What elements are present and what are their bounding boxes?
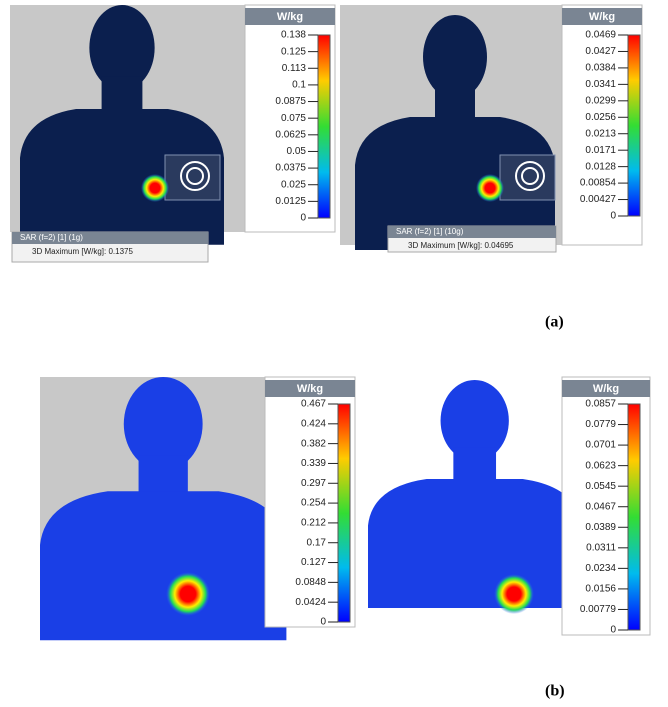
colorbar [338,404,350,622]
result-title: SAR (f=2) [1] (10g) [396,227,464,236]
tick-label: 0 [610,625,616,636]
tick-label: 0.127 [301,557,326,568]
tick-label: 0.0171 [585,145,616,156]
result-title: SAR (f=2) [1] (1g) [20,233,83,242]
tick-label: 0.075 [281,113,306,124]
tick-label: 0.0256 [585,112,616,123]
tick-label: 0.0545 [585,481,616,492]
unit-label: W/kg [297,383,323,395]
tick-label: 0.0779 [585,419,616,430]
tick-label: 0.0299 [585,95,616,106]
result-text: 3D Maximum [W/kg]: 0.04695 [408,241,514,250]
tick-label: 0.297 [301,478,326,489]
tick-label: 0.212 [301,518,326,529]
tick-label: 0.113 [282,63,307,74]
tick-label: 0.0427 [585,46,616,57]
tick-label: 0.0125 [275,196,306,207]
tick-label: 0.0469 [585,30,616,41]
tick-label: 0.1 [292,80,306,91]
tick-label: 0.467 [301,399,326,410]
sar-hotspot [494,574,534,614]
tick-label: 0.0375 [275,163,306,174]
tick-label: 0.00427 [580,194,617,205]
colorbar [318,35,330,218]
tick-label: 0.254 [301,498,326,509]
tick-label: 0.382 [301,438,326,449]
sar-hotspot [476,174,504,202]
tick-label: 0.0857 [585,399,616,410]
unit-label: W/kg [589,11,615,23]
tick-label: 0.0128 [585,161,616,172]
tick-label: 0.0311 [586,542,616,553]
tick-label: 0.0848 [295,577,326,588]
figure: (a) (b) W/kg 0.138 0.125 0.113 0.1 0.0875 0.07… [0,0,668,707]
tick-label: 0.0625 [275,129,306,140]
tick-label: 0.17 [307,537,327,548]
result-text: 3D Maximum [W/kg]: 0.1375 [32,247,133,256]
tick-label: 0 [610,211,616,222]
colorbar [628,404,640,630]
tick-label: 0.138 [281,30,306,41]
tick-label: 0.05 [287,146,307,157]
unit-label: W/kg [277,11,303,23]
colorbar [628,35,640,216]
panel-label: (a) [545,314,564,331]
tick-label: 0.0341 [585,79,616,90]
tick-label: 0.00854 [580,178,617,189]
sar-hotspot [141,174,169,202]
tick-label: 0.0234 [585,563,616,574]
tick-label: 0.0875 [275,96,306,107]
tick-label: 0.0467 [585,501,616,512]
tick-label: 0.025 [281,179,306,190]
tick-label: 0.0623 [585,460,616,471]
tick-label: 0.0156 [585,584,616,595]
sar-hotspot [166,572,210,616]
tick-label: 0.0701 [585,440,616,451]
tick-label: 0.00779 [580,604,617,615]
tick-label: 0 [300,213,306,224]
tick-label: 0.424 [301,418,326,429]
tick-label: 0.0213 [585,128,616,139]
unit-label: W/kg [593,383,619,395]
tick-label: 0.339 [301,458,326,469]
panel-label: (b) [545,683,565,700]
tick-label: 0 [320,617,326,628]
tick-label: 0.0384 [585,63,616,74]
tick-label: 0.0424 [295,597,326,608]
tick-label: 0.125 [281,46,306,57]
tick-label: 0.0389 [585,522,616,533]
